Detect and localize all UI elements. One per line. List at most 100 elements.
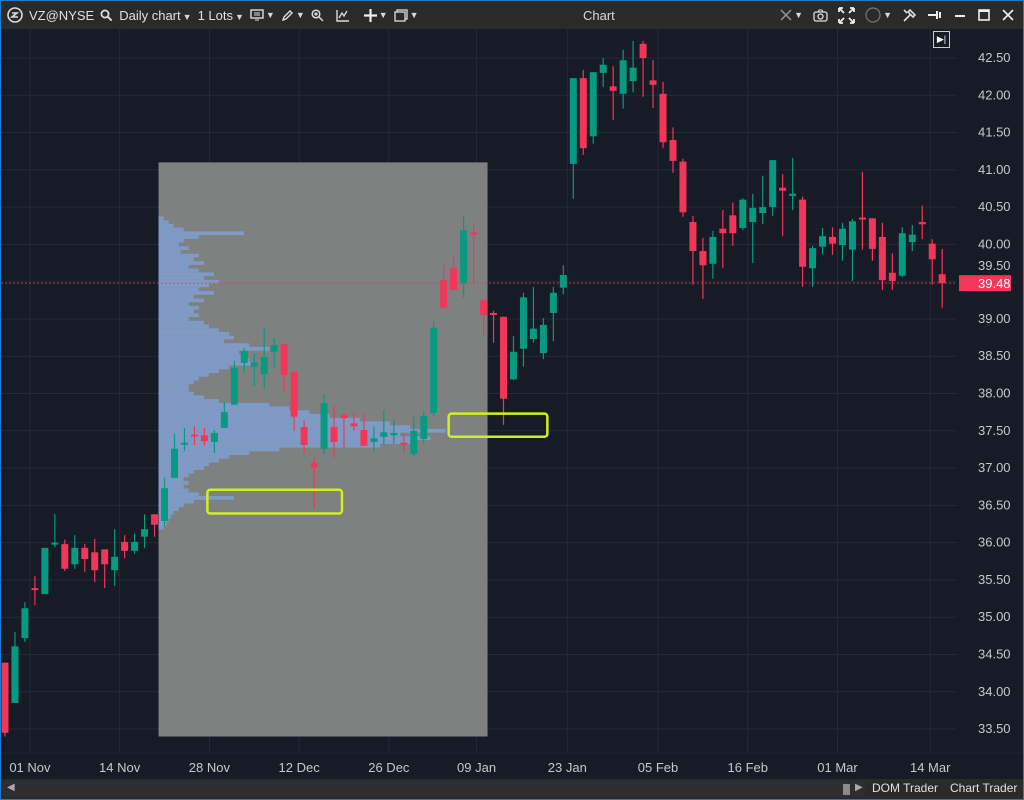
candle-down	[888, 253, 896, 290]
scroll-left-icon[interactable]: ◀	[7, 782, 15, 793]
candlestick-chart[interactable]: 42.50 42.00 41.50 41.00 40.50 40.00 39.50 39.00…	[1, 29, 1023, 779]
x-axis-tick-label: 28 Nov	[189, 760, 231, 775]
candle-down	[200, 427, 208, 446]
candle-up	[509, 336, 517, 381]
candle-body	[669, 140, 677, 161]
candle-down	[719, 210, 727, 269]
fullscreen-icon[interactable]	[838, 6, 855, 24]
volume-profile-bar	[158, 414, 330, 418]
dom-trader-tab[interactable]: DOM Trader	[872, 781, 939, 795]
app-logo-icon[interactable]	[7, 7, 23, 23]
candle-body	[370, 438, 378, 442]
pencil-icon[interactable]: ▼	[281, 9, 305, 22]
volume-profile-bar	[158, 387, 189, 392]
volume-profile-bar	[158, 249, 181, 254]
candle-up	[549, 286, 557, 342]
volume-profile-bar	[158, 223, 174, 228]
volume-profile-bar	[158, 343, 250, 347]
interval-label: Daily chart	[119, 7, 181, 23]
scroll-to-end-button[interactable]: ▶|	[933, 31, 950, 48]
candle-down	[151, 514, 159, 537]
toolbar-right: ▼ ▼	[780, 1, 1015, 29]
candle-up	[161, 477, 169, 527]
candle-body	[51, 542, 59, 545]
candle-down	[121, 535, 129, 559]
candle-body	[410, 430, 418, 454]
candle-body	[569, 78, 577, 164]
volume-profile-bar	[158, 261, 204, 265]
volume-profile-bar	[158, 231, 245, 236]
volume-profile-bar	[158, 507, 179, 511]
volume-profile-bar	[158, 503, 184, 508]
chart-trader-tab[interactable]: Chart Trader	[950, 781, 1018, 795]
candle-up	[380, 409, 388, 445]
indicators-icon[interactable]	[336, 9, 350, 22]
pin-icon[interactable]	[927, 9, 943, 21]
volume-profile-bar	[158, 432, 401, 437]
candle-up	[51, 514, 59, 548]
candle-body	[888, 272, 896, 281]
chevron-down-icon: ▼	[794, 10, 804, 20]
candle-body	[729, 215, 737, 234]
chevron-down-icon: ▼	[378, 10, 388, 20]
link-icon[interactable]: ▼	[780, 9, 803, 21]
volume-profile-bar	[158, 440, 411, 444]
volume-profile-bar	[158, 417, 360, 422]
zoom-icon[interactable]	[311, 8, 324, 22]
candle-down	[300, 420, 308, 454]
volume-profile-bar	[158, 421, 391, 426]
volume-profile-bar	[158, 320, 204, 325]
volume-profile-bar	[158, 242, 179, 247]
candle-up	[898, 227, 906, 278]
volume-profile-bar	[158, 369, 219, 374]
volume-profile-bar	[158, 436, 431, 441]
y-axis-tick-label: 37.50	[978, 423, 1011, 438]
x-axis-tick-label: 14 Mar	[910, 760, 951, 775]
candle-up	[111, 529, 119, 586]
scrollbar-thumb[interactable]	[843, 784, 850, 795]
tools-icon[interactable]	[902, 8, 917, 23]
y-axis-tick-label: 38.50	[978, 348, 1011, 363]
candle-down	[400, 433, 408, 454]
minimize-icon[interactable]	[953, 8, 967, 22]
x-axis-tick-label: 01 Mar	[817, 760, 858, 775]
candle-body	[639, 43, 647, 58]
volume-profile-bar	[158, 391, 194, 396]
candle-up	[170, 433, 178, 478]
candle-down	[310, 456, 318, 509]
circle-icon[interactable]: ▼	[865, 7, 892, 23]
scroll-right-icon[interactable]: ▶	[855, 782, 863, 793]
close-icon[interactable]	[1001, 8, 1015, 22]
window-icon[interactable]: ▼	[394, 8, 419, 22]
crosshair-icon[interactable]: ▼	[363, 8, 388, 22]
candle-down	[639, 40, 647, 97]
candle-body	[380, 432, 388, 437]
volume-profile-bar	[158, 294, 194, 299]
candle-body	[1, 662, 9, 733]
candle-body	[579, 78, 587, 149]
monitor-icon[interactable]: ▼	[250, 9, 275, 21]
candle-down	[280, 344, 288, 392]
candle-body	[868, 218, 876, 249]
candle-up	[749, 193, 757, 264]
interval-dropdown[interactable]: Daily chart ▼	[119, 8, 191, 23]
volume-profile-bar	[158, 235, 199, 239]
horizontal-scrollbar[interactable]: ◀ ▶	[3, 781, 865, 797]
volume-profile-bar	[158, 339, 224, 344]
candle-up	[210, 430, 218, 454]
candle-body	[559, 274, 567, 288]
search-icon[interactable]	[100, 9, 113, 22]
candle-down	[669, 127, 677, 173]
candle-up	[41, 547, 49, 595]
camera-icon[interactable]	[813, 9, 828, 22]
volume-profile-bar	[158, 458, 219, 463]
candle-up	[769, 160, 777, 217]
maximize-icon[interactable]	[977, 8, 991, 22]
symbol-label[interactable]: VZ@NYSE	[29, 7, 95, 23]
candle-down	[829, 227, 837, 255]
lots-dropdown[interactable]: 1 Lots ▼	[198, 8, 244, 23]
x-axis-tick-label: 12 Dec	[279, 760, 321, 775]
volume-profile-bar	[158, 264, 189, 269]
volume-profile-bar	[158, 313, 199, 318]
x-axis-tick-label: 14 Nov	[99, 760, 141, 775]
